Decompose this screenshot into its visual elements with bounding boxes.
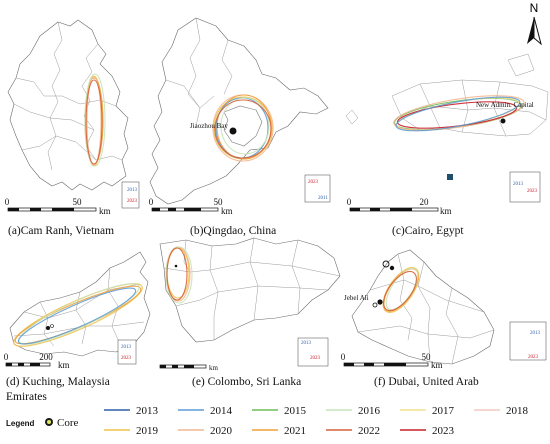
- legend-label-2013: 2013: [136, 405, 159, 417]
- panel-b-core-marker: [229, 127, 237, 135]
- panel-c-core-marker: [500, 118, 506, 124]
- panel-d-scale-200: 200: [39, 352, 53, 362]
- north-arrow-icon: N: [527, 1, 542, 46]
- panel-f-title-continued: Emirates: [6, 391, 47, 403]
- panel-c-scale-bar: 0 20 km: [347, 197, 452, 216]
- legend-label-2023: 2023: [432, 425, 455, 437]
- inset-a-year-2013: 2013: [127, 188, 138, 193]
- panel-f-scale-bar: 0 50 km: [341, 352, 443, 370]
- inset-b-year-2023: 2023: [308, 180, 319, 185]
- panel-c-water-patch: [447, 174, 453, 180]
- north-label: N: [530, 1, 539, 15]
- inset-e-year-2023: 2023: [310, 356, 321, 361]
- panel-c-map: New Admin. Capital 2013 2023 0 20 km (c)…: [345, 53, 549, 237]
- panel-e-title: (e) Colombo, Sri Lanka: [192, 376, 301, 388]
- legend-label-2015: 2015: [284, 405, 307, 417]
- legend-core-label: Core: [57, 417, 79, 429]
- inset-f-year-2013: 2013: [530, 331, 541, 336]
- panel-f-scale-50: 50: [422, 352, 432, 362]
- legend-label-2014: 2014: [210, 405, 233, 417]
- panel-e-scale-bar: km: [159, 364, 219, 372]
- panel-d-core-marker: [46, 326, 50, 330]
- legend-title: Legend: [6, 419, 35, 428]
- panel-b-map: Jiaozhou Bay 2023 2011 0 50 km (b)Qingda…: [149, 17, 331, 237]
- panel-a-scale-50: 50: [73, 197, 83, 207]
- panel-b-scale-unit: km: [221, 206, 233, 216]
- inset-a-year-2023: 2023: [127, 199, 138, 204]
- panel-c-title: (c)Cairo, Egypt: [392, 225, 464, 237]
- legend-label-2016: 2016: [358, 405, 381, 417]
- legend-label-2021: 2021: [284, 425, 306, 437]
- panel-f-title: (f) Dubai, United Arab: [374, 376, 479, 388]
- panel-f-scale-0: 0: [341, 352, 346, 362]
- panel-e-scale-unit: km: [209, 364, 219, 372]
- panel-d-scale-bar: 0 200 km: [4, 352, 70, 370]
- panel-a-map: 2013 2023 0 50 km (a)Cam Ranh, Vietnam: [5, 19, 140, 237]
- inset-f-year-2023: 2023: [528, 355, 539, 360]
- panel-c-scale-0: 0: [347, 197, 352, 207]
- panel-f-scale-unit: km: [431, 360, 443, 370]
- panel-a-scale-0: 0: [5, 197, 10, 207]
- panel-d-title: (d) Kuching, Malaysia: [6, 376, 110, 388]
- inset-d-year-2013: 2013: [121, 345, 132, 350]
- panel-f-core-marker: [389, 265, 395, 271]
- inset-c-year-2023: 2023: [527, 189, 538, 194]
- panel-b-place-label: Jiaozhou Bay: [190, 122, 228, 130]
- panel-f-place-label: Jebel Ali: [344, 294, 369, 302]
- panel-b-title: (b)Qingdao, China: [190, 225, 276, 237]
- panel-c-scale-20: 20: [420, 197, 430, 207]
- legend-label-2022: 2022: [358, 425, 380, 437]
- panel-a-title: (a)Cam Ranh, Vietnam: [8, 225, 114, 237]
- panel-c-scale-unit: km: [440, 206, 452, 216]
- legend: Legend Core 2013 2014 2015 2016 2017 2018 2019…: [6, 405, 529, 437]
- inset-e-year-2013: 2013: [301, 341, 312, 346]
- legend-label-2017: 2017: [432, 405, 455, 417]
- panel-c-place-label: New Admin. Capital: [476, 101, 534, 109]
- panel-d-scale-0: 0: [4, 352, 9, 362]
- inset-c-year-2013: 2013: [513, 182, 524, 187]
- legend-label-2018: 2018: [506, 405, 529, 417]
- panel-a-scale-bar: 0 50 km: [5, 197, 111, 216]
- panel-e-map: 2013 2023 km (e) Colombo, Sri Lanka: [159, 237, 341, 388]
- panel-b-scale-bar: 0 50 km: [149, 197, 233, 216]
- legend-label-2019: 2019: [136, 425, 159, 437]
- legend-years: 2013 2014 2015 2016 2017 2018 2019 2020 2021 2022…: [104, 405, 529, 437]
- legend-label-2020: 2020: [210, 425, 233, 437]
- core-marker-icon: [45, 418, 53, 426]
- panel-b-scale-50: 50: [214, 197, 224, 207]
- panel-a-scale-unit: km: [99, 206, 111, 216]
- panel-b-scale-0: 0: [149, 197, 154, 207]
- panel-d-map: 2013 2023 0 200 km (d) Kuching, Malaysia…: [4, 251, 151, 403]
- panel-f-map: Jebel Ali 2013 2023 0 50 km (f) Dubai, U…: [341, 249, 547, 388]
- panel-e-core-marker: [174, 264, 178, 268]
- panel-d-scale-unit: km: [58, 360, 70, 370]
- inset-d-year-2023: 2023: [121, 356, 132, 361]
- inset-b-year-2011: 2011: [318, 196, 328, 201]
